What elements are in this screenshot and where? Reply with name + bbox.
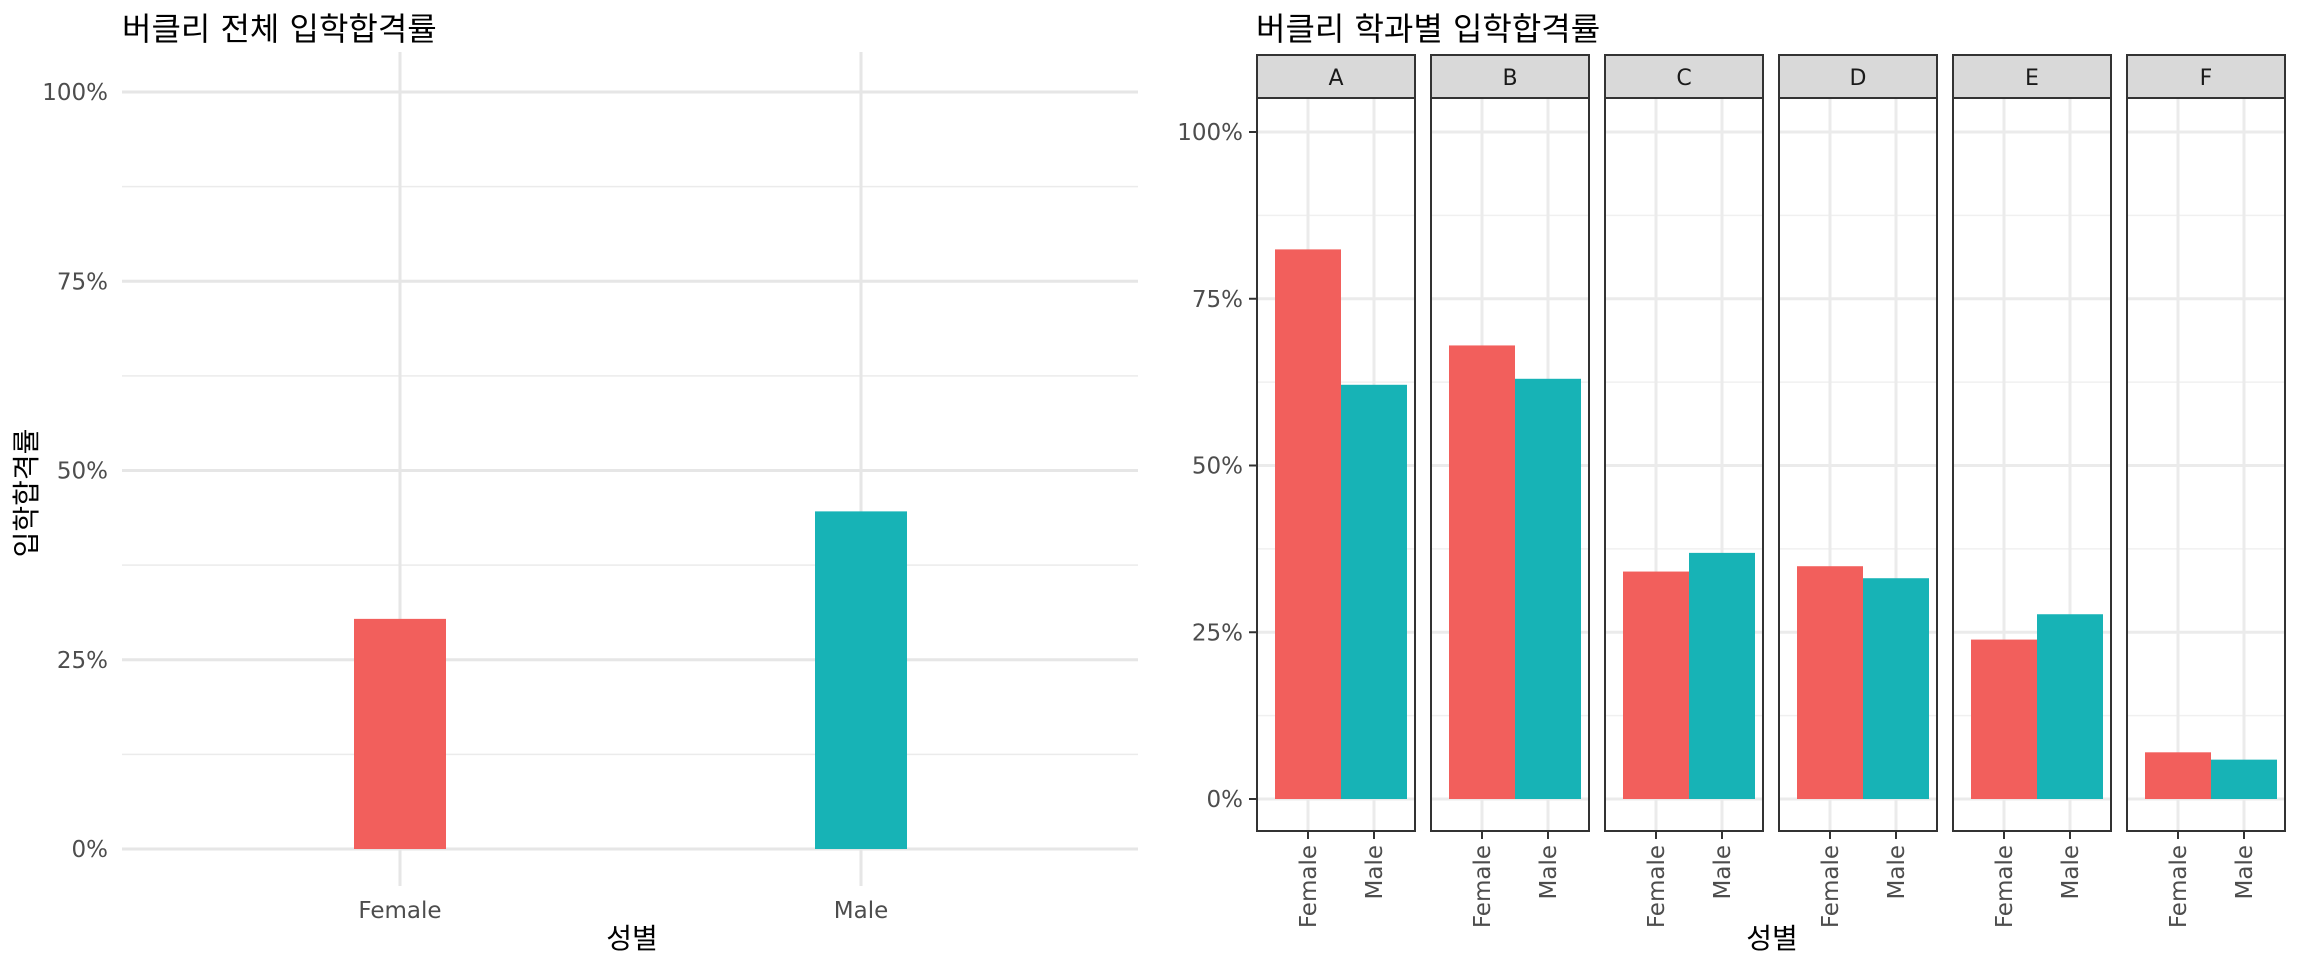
department-y-axis: 0% 25% 50% 75% 100% <box>1177 120 1257 813</box>
bar-e-female <box>1971 639 2037 799</box>
facet-b: B Female Male <box>1430 54 1590 928</box>
overall-y-axis-title: 입학합격률 <box>10 429 43 558</box>
x-tick-label: Male <box>834 898 888 924</box>
facet-a: A Female Male <box>1256 54 1416 928</box>
bar-a-male <box>1341 384 1407 799</box>
facet-e: E Female Male <box>1952 54 2112 928</box>
facet-strip <box>1778 54 1938 99</box>
y-tick-label: 100% <box>1177 120 1243 146</box>
x-tick-label: Male <box>1536 845 1562 899</box>
y-tick-label: 100% <box>42 80 108 106</box>
x-tick-label: Male <box>2058 845 2084 899</box>
overall-x-axis: Female Male <box>358 898 888 924</box>
facet-strip-label: F <box>2200 66 2213 91</box>
x-tick-label: Female <box>2166 845 2192 928</box>
bar-c-male <box>1689 552 1755 799</box>
y-tick-label: 25% <box>57 648 108 674</box>
bar-female <box>354 618 446 849</box>
y-tick-label: 0% <box>72 837 109 863</box>
facet-panel-border <box>1604 97 1764 832</box>
y-tick-label: 75% <box>1192 287 1243 313</box>
facet-strip-label: B <box>1502 66 1517 91</box>
x-tick-label: Female <box>358 898 441 924</box>
department-chart-title: 버클리 학과별 입학합격률 <box>1256 10 1600 48</box>
bar-c-female <box>1623 571 1689 799</box>
x-tick-label: Male <box>1362 845 1388 899</box>
bar-d-female <box>1797 566 1863 799</box>
overall-grid <box>122 52 1138 886</box>
facet-c: C Female Male <box>1604 54 1764 928</box>
overall-chart-title: 버클리 전체 입학합격률 <box>122 10 437 48</box>
facet-strip-label: E <box>2025 66 2039 91</box>
y-tick-label: 25% <box>1192 620 1243 646</box>
bar-f-male <box>2211 759 2277 799</box>
overall-chart: 버클리 전체 입학합격률 0%25%50%75%100% Female Male … <box>10 10 1138 955</box>
x-tick-label: Female <box>1644 845 1670 928</box>
overall-x-axis-title: 성별 <box>606 922 658 955</box>
bar-f-female <box>2145 752 2211 799</box>
y-tick-label: 50% <box>1192 454 1243 480</box>
facet-panel-border <box>1256 97 1416 832</box>
x-tick-label: Female <box>1818 845 1844 928</box>
x-tick-label: Male <box>2232 845 2258 899</box>
facet-strip-label: C <box>1676 66 1691 91</box>
x-tick-label: Female <box>1296 845 1322 928</box>
facet-f: F Female Male <box>2126 54 2286 928</box>
bar-d-male <box>1863 578 1929 799</box>
department-chart: 버클리 학과별 입학합격률 0% 25% 50% 75% 100% A Female Mal… <box>1177 10 2286 955</box>
facet-panel-border <box>2126 97 2286 832</box>
bar-b-male <box>1515 378 1581 799</box>
facet-panel-border <box>1778 97 1938 832</box>
bar-a-female <box>1275 249 1341 800</box>
bar-e-male <box>2037 614 2103 799</box>
x-tick-label: Female <box>1470 845 1496 928</box>
x-tick-label: Male <box>1710 845 1736 899</box>
overall-y-axis: 0% 25% 50% 75% 100% <box>42 80 108 863</box>
facet-strip-label: D <box>1850 66 1867 91</box>
bar-male <box>815 511 907 849</box>
facet-panel-border <box>1430 97 1590 832</box>
x-tick-label: Male <box>1884 845 1910 899</box>
department-x-axis-title: 성별 <box>1746 922 1798 955</box>
facet-d: D Female Male <box>1778 54 1938 928</box>
y-tick-label: 50% <box>57 459 108 485</box>
bar-b-female <box>1449 345 1515 799</box>
y-tick-label: 0% <box>1207 787 1244 813</box>
facet-panel-border <box>1952 97 2112 832</box>
facet-strip-label: A <box>1328 66 1343 91</box>
facet-strip <box>2126 54 2286 99</box>
y-tick-label: 75% <box>57 269 108 295</box>
overall-bars <box>354 511 907 849</box>
department-facets: A Female Male B Female Male C Female Male D Female… <box>1256 54 2286 928</box>
x-tick-label: Female <box>1992 845 2018 928</box>
